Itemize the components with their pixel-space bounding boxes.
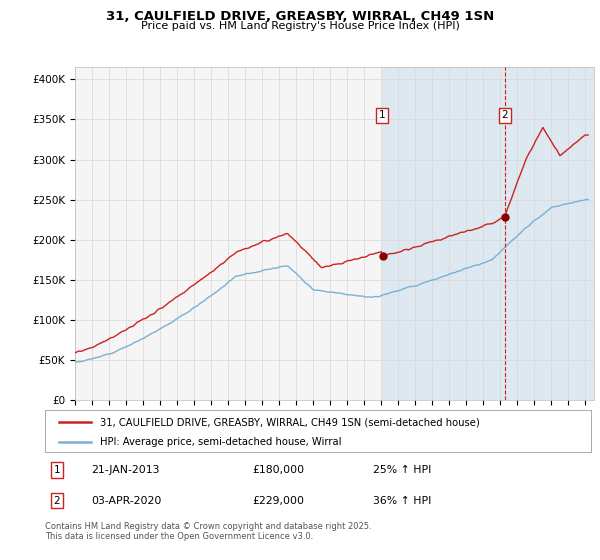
Text: HPI: Average price, semi-detached house, Wirral: HPI: Average price, semi-detached house,… bbox=[100, 437, 341, 447]
Text: 2: 2 bbox=[502, 110, 508, 120]
Text: 21-JAN-2013: 21-JAN-2013 bbox=[91, 465, 160, 475]
Text: £229,000: £229,000 bbox=[253, 496, 304, 506]
Text: 25% ↑ HPI: 25% ↑ HPI bbox=[373, 465, 431, 475]
Text: 2: 2 bbox=[53, 496, 61, 506]
Text: £180,000: £180,000 bbox=[253, 465, 305, 475]
Text: Contains HM Land Registry data © Crown copyright and database right 2025.
This d: Contains HM Land Registry data © Crown c… bbox=[45, 522, 371, 542]
Bar bbox=[382, 67, 594, 400]
Text: 1: 1 bbox=[379, 110, 385, 120]
Text: Price paid vs. HM Land Registry's House Price Index (HPI): Price paid vs. HM Land Registry's House … bbox=[140, 21, 460, 31]
Text: 36% ↑ HPI: 36% ↑ HPI bbox=[373, 496, 431, 506]
Text: 03-APR-2020: 03-APR-2020 bbox=[91, 496, 162, 506]
Text: 31, CAULFIELD DRIVE, GREASBY, WIRRAL, CH49 1SN: 31, CAULFIELD DRIVE, GREASBY, WIRRAL, CH… bbox=[106, 10, 494, 23]
Text: 1: 1 bbox=[53, 465, 61, 475]
Text: 31, CAULFIELD DRIVE, GREASBY, WIRRAL, CH49 1SN (semi-detached house): 31, CAULFIELD DRIVE, GREASBY, WIRRAL, CH… bbox=[100, 417, 479, 427]
